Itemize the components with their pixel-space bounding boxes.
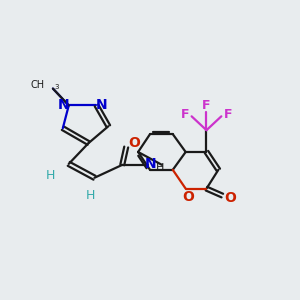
Text: F: F xyxy=(180,108,189,121)
Text: 3: 3 xyxy=(55,84,59,90)
Text: O: O xyxy=(183,190,195,204)
Text: H: H xyxy=(156,163,164,173)
Text: H: H xyxy=(86,189,95,202)
Text: CH: CH xyxy=(31,80,45,90)
Text: O: O xyxy=(128,136,140,150)
Text: F: F xyxy=(202,99,211,112)
Text: N: N xyxy=(58,98,70,112)
Text: O: O xyxy=(224,190,236,205)
Text: F: F xyxy=(224,108,232,121)
Text: N: N xyxy=(96,98,107,112)
Text: N: N xyxy=(145,157,157,171)
Text: H: H xyxy=(46,169,56,182)
